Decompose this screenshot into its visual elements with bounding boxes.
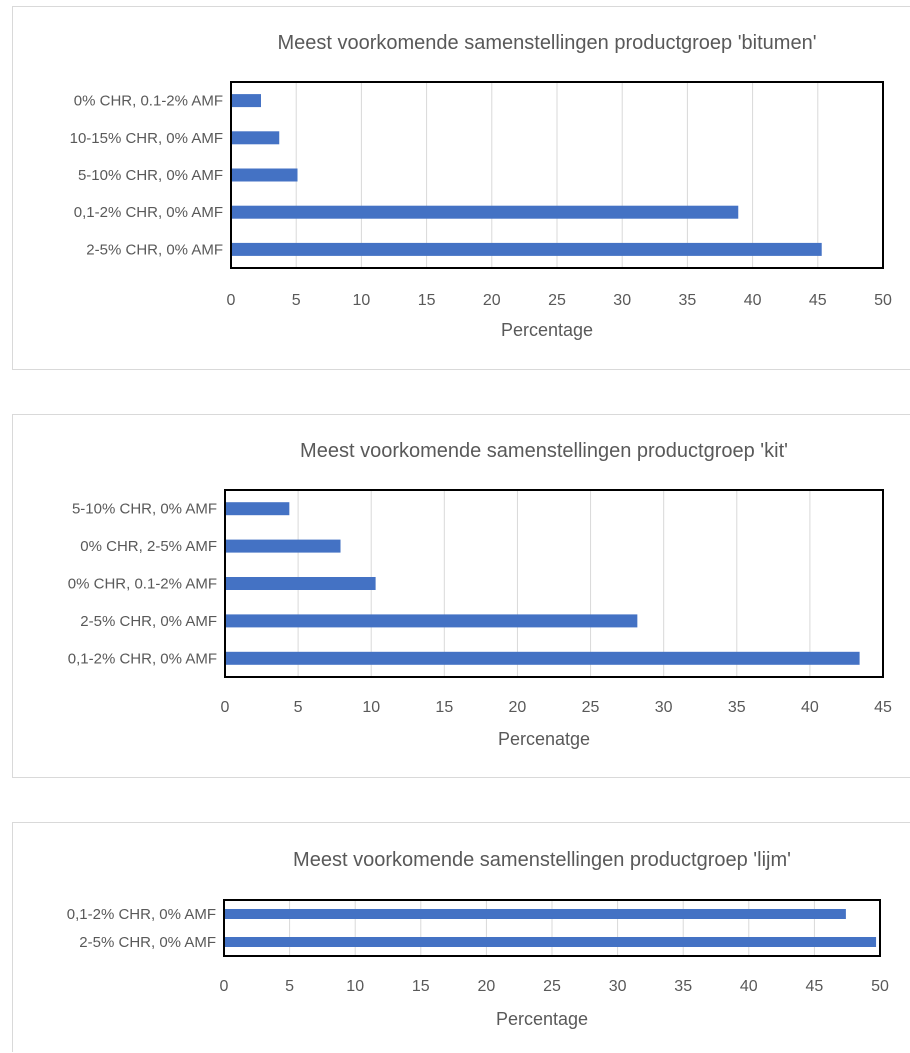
x-tick-label: 20 <box>483 292 501 309</box>
plot-frame <box>230 81 884 269</box>
x-tick-label: 10 <box>362 699 380 716</box>
x-tick-label: 30 <box>613 292 631 309</box>
category-label: 2-5% CHR, 0% AMF <box>80 613 217 630</box>
x-tick-label: 40 <box>744 292 762 309</box>
category-label: 0,1-2% CHR, 0% AMF <box>68 650 217 667</box>
x-tick-label: 45 <box>806 978 824 995</box>
category-label: 0,1-2% CHR, 0% AMF <box>74 204 223 221</box>
x-tick-label: 45 <box>874 699 892 716</box>
bar <box>231 242 822 256</box>
chart-kit: Meest voorkomende samenstellingen produc… <box>68 440 892 749</box>
bar <box>225 539 341 553</box>
x-axis-label: Percenatge <box>498 729 590 749</box>
bar <box>225 502 290 516</box>
x-tick-label: 50 <box>871 978 889 995</box>
x-axis-label: Percentage <box>496 1009 588 1029</box>
category-label: 0,1-2% CHR, 0% AMF <box>67 906 216 923</box>
category-label: 2-5% CHR, 0% AMF <box>79 934 216 951</box>
bar <box>231 94 261 108</box>
x-tick-label: 5 <box>292 292 301 309</box>
chart-lijm: Meest voorkomende samenstellingen produc… <box>67 849 889 1029</box>
x-tick-label: 30 <box>609 978 627 995</box>
x-tick-label: 50 <box>874 292 892 309</box>
x-tick-label: 10 <box>353 292 371 309</box>
x-tick-label: 5 <box>294 699 303 716</box>
bar <box>231 168 298 182</box>
x-tick-label: 25 <box>543 978 561 995</box>
bar <box>231 205 739 219</box>
x-tick-label: 35 <box>679 292 697 309</box>
x-tick-label: 40 <box>740 978 758 995</box>
bar <box>224 937 877 947</box>
plot-frame <box>224 489 884 678</box>
bar <box>224 909 846 919</box>
chart-panel-kit: Meest voorkomende samenstellingen produc… <box>12 414 910 778</box>
category-label: 0% CHR, 2-5% AMF <box>80 538 217 555</box>
x-tick-label: 0 <box>221 699 230 716</box>
x-tick-label: 0 <box>220 978 229 995</box>
x-tick-label: 20 <box>509 699 527 716</box>
category-label: 2-5% CHR, 0% AMF <box>86 241 223 258</box>
chart-title: Meest voorkomende samenstellingen produc… <box>277 32 816 54</box>
x-tick-label: 5 <box>285 978 294 995</box>
plot-frame <box>223 899 881 957</box>
chart-bitumen: Meest voorkomende samenstellingen produc… <box>70 32 892 340</box>
bar <box>231 131 280 145</box>
x-tick-label: 10 <box>346 978 364 995</box>
x-tick-label: 40 <box>801 699 819 716</box>
category-label: 5-10% CHR, 0% AMF <box>72 501 217 518</box>
x-tick-label: 0 <box>227 292 236 309</box>
category-label: 0% CHR, 0.1-2% AMF <box>68 576 217 593</box>
x-tick-label: 15 <box>412 978 430 995</box>
x-tick-label: 15 <box>435 699 453 716</box>
category-label: 5-10% CHR, 0% AMF <box>78 167 223 184</box>
x-tick-label: 15 <box>418 292 436 309</box>
x-tick-label: 20 <box>478 978 496 995</box>
bar <box>225 577 376 590</box>
x-axis-label: Percentage <box>501 320 593 340</box>
chart-title: Meest voorkomende samenstellingen produc… <box>300 440 788 462</box>
bar <box>225 651 860 665</box>
x-tick-label: 35 <box>674 978 692 995</box>
chart-panel-bitumen: Meest voorkomende samenstellingen produc… <box>12 6 910 370</box>
x-tick-label: 45 <box>809 292 827 309</box>
x-tick-label: 35 <box>728 699 746 716</box>
x-tick-label: 30 <box>655 699 673 716</box>
x-tick-label: 25 <box>548 292 566 309</box>
chart-title: Meest voorkomende samenstellingen produc… <box>293 849 791 871</box>
category-label: 0% CHR, 0.1-2% AMF <box>74 93 223 110</box>
chart-panel-lijm: Meest voorkomende samenstellingen produc… <box>12 822 910 1052</box>
bar <box>225 614 638 628</box>
x-tick-label: 25 <box>582 699 600 716</box>
category-label: 10-15% CHR, 0% AMF <box>70 130 223 147</box>
